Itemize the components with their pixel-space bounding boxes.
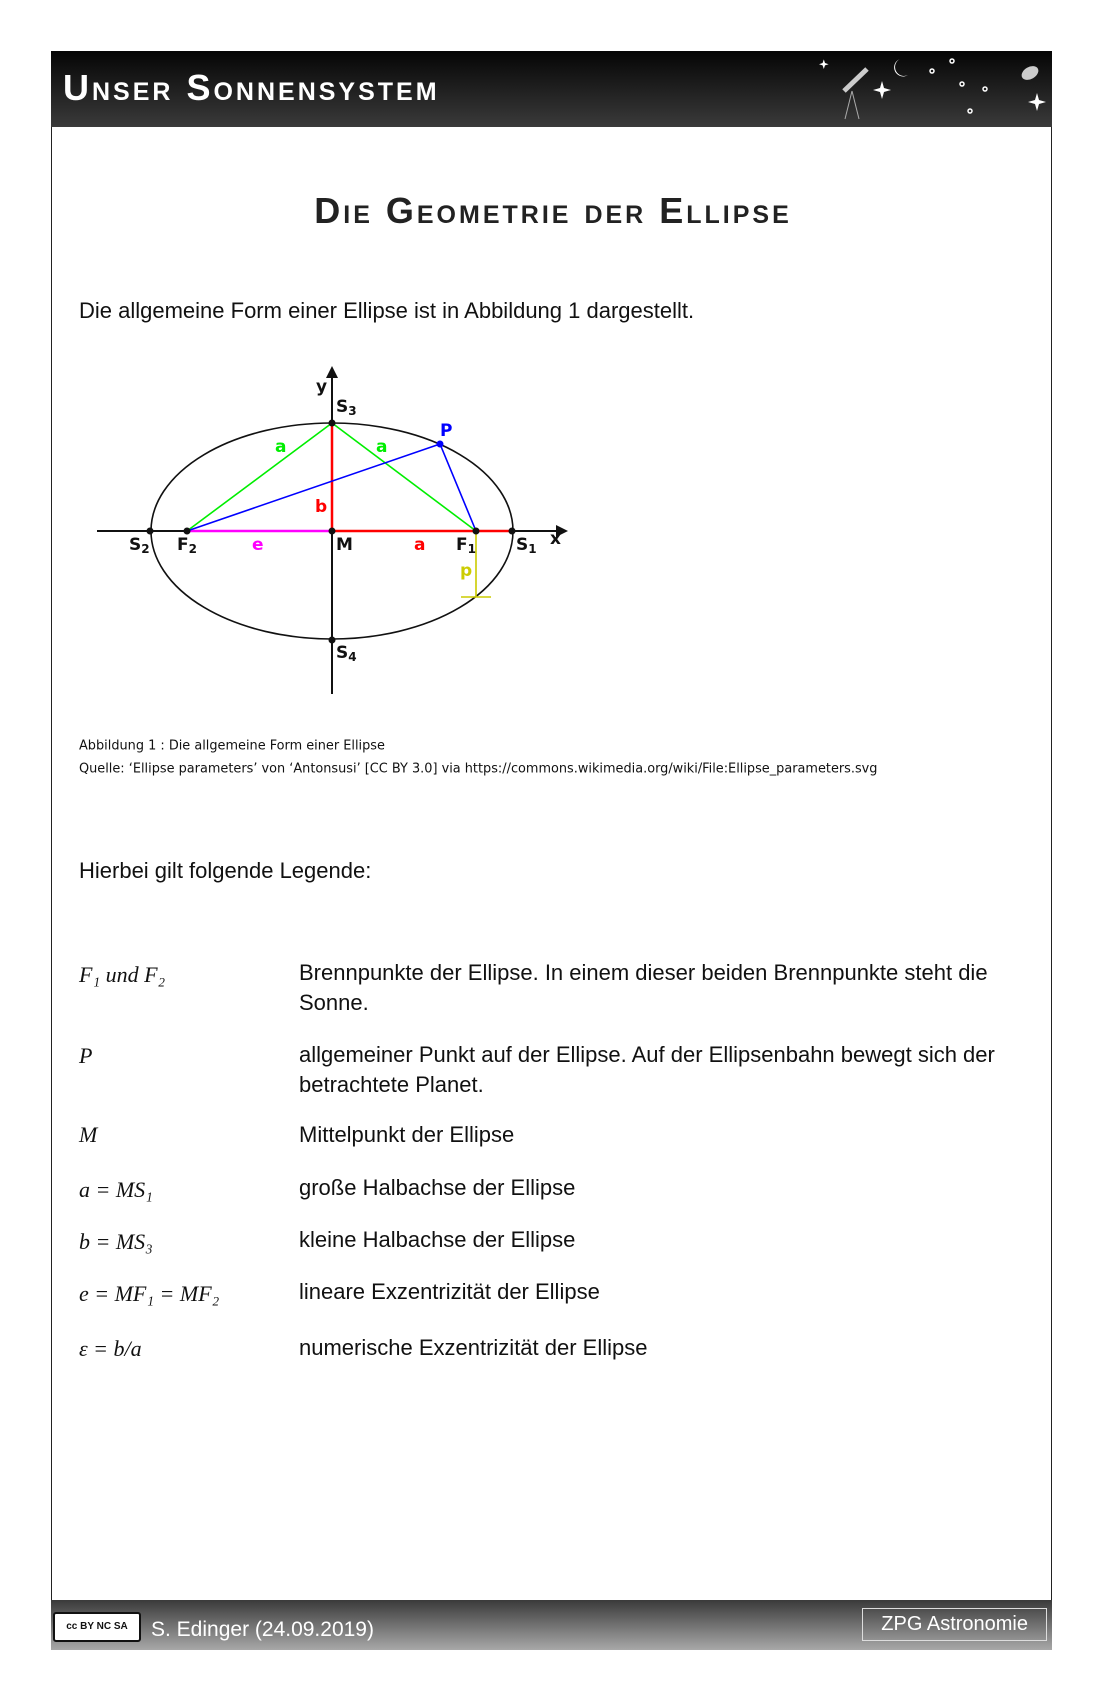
- label-p-point: P: [440, 421, 452, 441]
- label-m: M: [336, 535, 353, 555]
- header-banner: Unser Sonnensystem: [51, 51, 1052, 127]
- label-e: e: [252, 535, 264, 555]
- author-date: S. Edinger (24.09.2019): [151, 1618, 374, 1641]
- legend-symbol: a = MS₁: [79, 1177, 153, 1202]
- semi-latus-line: [461, 531, 491, 598]
- figure-source: Quelle: ‘Ellipse parameters’ von ‘Antons…: [79, 761, 878, 777]
- legend-desc: lineare Exzentrizität der Ellipse: [299, 1279, 600, 1304]
- label-a-right: a: [376, 437, 387, 457]
- intro-text: Die allgemeine Form einer Ellipse ist in…: [79, 298, 695, 323]
- header-title: Unser Sonnensystem: [63, 67, 440, 108]
- legend-intro: Hierbei gilt folgende Legende:: [79, 858, 372, 883]
- y-axis-arrow-icon: [326, 366, 338, 378]
- legend-desc: große Halbachse der Ellipse: [299, 1175, 576, 1200]
- legend-desc: numerische Exzentrizität der Ellipse: [299, 1335, 648, 1360]
- footer: cc BY NC SA S. Edinger (24.09.2019) ZPG …: [51, 1600, 1052, 1650]
- legend-symbol: b = MS₃: [79, 1229, 153, 1254]
- x-axis-arrow-icon: [556, 525, 568, 537]
- legend-symbol: F₁ und F₂: [79, 962, 166, 987]
- legend-symbol: e = MF₁ = MF₂: [79, 1281, 220, 1306]
- label-b: b: [315, 497, 327, 517]
- legend-desc: allgemeiner Punkt auf der Ellipse. Auf d…: [299, 1042, 995, 1097]
- page-title: Die Geometrie der Ellipse: [314, 190, 792, 231]
- label-s3: S3: [336, 397, 357, 418]
- label-s2: S2: [129, 535, 150, 556]
- label-p-latus: p: [460, 561, 472, 581]
- telescope-stars-icon: [819, 58, 1046, 120]
- label-s1: S1: [516, 535, 537, 556]
- label-a-left: a: [275, 437, 286, 457]
- label-y: y: [316, 377, 327, 397]
- label-a-axis: a: [414, 535, 425, 555]
- label-f2: F2: [177, 535, 197, 556]
- label-s4: S4: [336, 643, 357, 664]
- legend-symbol: M: [79, 1122, 98, 1147]
- figure-caption: Abbildung 1 : Die allgemeine Form einer …: [79, 738, 385, 754]
- legend-desc: Mittelpunkt der Ellipse: [299, 1122, 515, 1147]
- legend-symbol: P: [79, 1043, 93, 1068]
- cc-license-icon[interactable]: cc BY NC SA: [53, 1612, 141, 1642]
- org-badge[interactable]: ZPG Astronomie: [862, 1608, 1047, 1641]
- legend-desc: Brennpunkte der Ellipse. In einem dieser…: [299, 960, 988, 1015]
- label-f1: F1: [456, 535, 476, 556]
- label-x: x: [550, 529, 561, 549]
- legend-desc: kleine Halbachse der Ellipse: [299, 1227, 576, 1252]
- legend-symbol: ε = b/a: [79, 1336, 142, 1361]
